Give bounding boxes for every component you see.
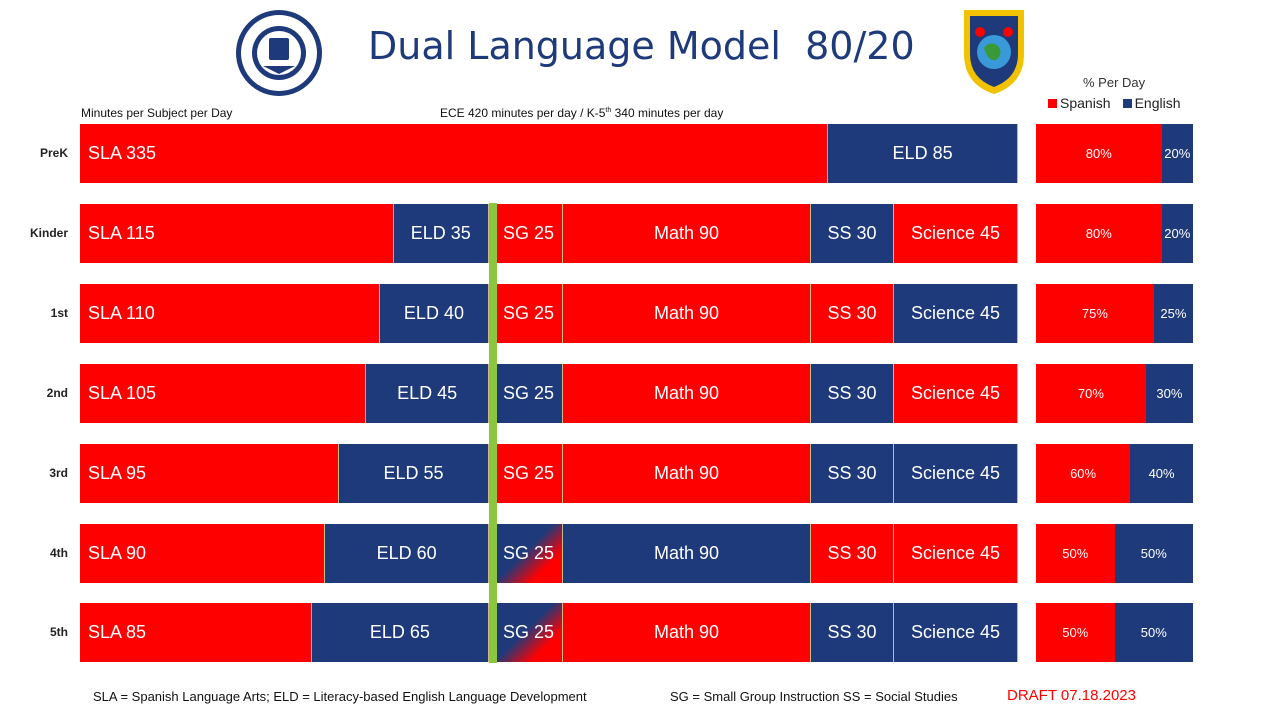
segment-science: Science 45 xyxy=(894,524,1018,583)
minutes-per-day-note: ECE 420 minutes per day / K-5th 340 minu… xyxy=(440,106,724,120)
percent-english: 30% xyxy=(1145,364,1193,423)
page-title: Dual Language Model 80/20 xyxy=(368,24,915,68)
segment-math: Math 90 xyxy=(563,603,811,662)
draft-date: DRAFT 07.18.2023 xyxy=(1007,687,1136,704)
segment-eld: ELD 55 xyxy=(339,444,489,503)
segment-ss: SS 30 xyxy=(811,603,894,662)
percent-english: 40% xyxy=(1130,444,1193,503)
segment-sg: SG 25 xyxy=(497,444,563,503)
grade-label: PreK xyxy=(39,146,68,160)
segment-sg: SG 25 xyxy=(497,603,563,662)
legend-item-english: English xyxy=(1122,95,1181,111)
segment-sla: SLA 335 xyxy=(80,124,829,183)
segment-sg: SG 25 xyxy=(497,524,563,583)
legend: Spanish English xyxy=(1048,95,1181,111)
segment-eld: ELD 45 xyxy=(366,364,489,423)
axis-label-minutes: Minutes per Subject per Day xyxy=(81,106,233,120)
segment-sg: SG 25 xyxy=(497,364,563,423)
academics-school-leadership-logo xyxy=(233,8,325,98)
san-antonio-isd-dual-language-logo xyxy=(958,4,1030,96)
segment-eld: ELD 60 xyxy=(325,524,489,583)
grade-label: Kinder xyxy=(29,226,68,240)
segment-sg: SG 25 xyxy=(497,284,563,343)
segment-sla: SLA 115 xyxy=(80,204,394,263)
segment-sla: SLA 95 xyxy=(80,444,340,503)
segment-eld: ELD 85 xyxy=(828,124,1018,183)
segment-ss: SS 30 xyxy=(811,444,894,503)
grade-label: 4th xyxy=(50,546,68,560)
segment-sla: SLA 90 xyxy=(80,524,326,583)
percent-english: 25% xyxy=(1153,284,1193,343)
segment-math: Math 90 xyxy=(563,204,811,263)
segment-ss: SS 30 xyxy=(811,364,894,423)
footer-definitions-1: SLA = Spanish Language Arts; ELD = Liter… xyxy=(93,689,587,704)
segment-ss: SS 30 xyxy=(811,524,894,583)
percent-spanish: 50% xyxy=(1036,524,1115,583)
percent-spanish: 50% xyxy=(1036,603,1115,662)
segment-math: Math 90 xyxy=(563,364,811,423)
segment-eld: ELD 40 xyxy=(379,284,489,343)
percent-english: 20% xyxy=(1161,204,1193,263)
segment-sla: SLA 110 xyxy=(80,284,380,343)
percent-spanish: 75% xyxy=(1036,284,1154,343)
grade-label: 3rd xyxy=(49,466,68,480)
grade-label: 2nd xyxy=(46,386,68,400)
percent-english: 20% xyxy=(1161,124,1193,183)
segment-science: Science 45 xyxy=(894,204,1018,263)
segment-eld: ELD 65 xyxy=(311,603,489,662)
segment-math: Math 90 xyxy=(563,444,811,503)
segment-eld: ELD 35 xyxy=(393,204,489,263)
segment-science: Science 45 xyxy=(894,603,1018,662)
segment-science: Science 45 xyxy=(894,444,1018,503)
segment-ss: SS 30 xyxy=(811,284,894,343)
segment-science: Science 45 xyxy=(894,284,1018,343)
segment-sla: SLA 105 xyxy=(80,364,367,423)
percent-spanish: 70% xyxy=(1036,364,1146,423)
percent-spanish: 80% xyxy=(1036,124,1162,183)
legend-item-spanish: Spanish xyxy=(1048,95,1111,111)
segment-math: Math 90 xyxy=(563,284,811,343)
percent-spanish: 60% xyxy=(1036,444,1131,503)
footer-definitions-2: SG = Small Group Instruction SS = Social… xyxy=(670,689,958,704)
segment-science: Science 45 xyxy=(894,364,1018,423)
segment-ss: SS 30 xyxy=(811,204,894,263)
percent-spanish: 80% xyxy=(1036,204,1162,263)
percent-english: 50% xyxy=(1114,603,1193,662)
percent-panel-title: % Per Day xyxy=(1083,75,1146,90)
grade-label: 5th xyxy=(50,625,68,639)
segment-sg: SG 25 xyxy=(497,204,563,263)
segment-math: Math 90 xyxy=(563,524,811,583)
segment-sla: SLA 85 xyxy=(80,603,312,662)
percent-english: 50% xyxy=(1114,524,1193,583)
grade-label: 1st xyxy=(50,306,68,320)
divider-line xyxy=(489,203,497,663)
